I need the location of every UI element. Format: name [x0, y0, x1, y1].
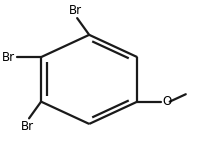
- Text: Br: Br: [2, 51, 15, 64]
- Text: O: O: [162, 95, 171, 108]
- Text: Br: Br: [21, 120, 34, 133]
- Text: Br: Br: [69, 4, 82, 17]
